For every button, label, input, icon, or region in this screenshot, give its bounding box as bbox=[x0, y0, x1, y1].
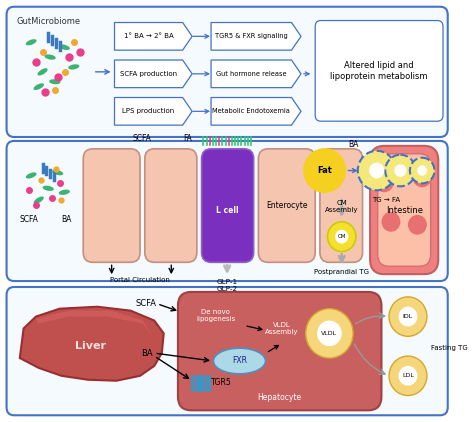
FancyBboxPatch shape bbox=[258, 149, 315, 262]
Circle shape bbox=[385, 155, 416, 187]
Circle shape bbox=[389, 297, 427, 336]
FancyBboxPatch shape bbox=[370, 146, 438, 274]
Circle shape bbox=[413, 168, 432, 187]
Polygon shape bbox=[211, 60, 301, 88]
Text: Gut hormone release: Gut hormone release bbox=[216, 71, 287, 77]
Text: Metabolic Endotoxemia: Metabolic Endotoxemia bbox=[212, 108, 290, 114]
FancyBboxPatch shape bbox=[7, 287, 448, 415]
Text: Altered lipid and
lipoprotein metabolism: Altered lipid and lipoprotein metabolism bbox=[330, 61, 428, 81]
Text: BA: BA bbox=[141, 349, 152, 357]
Circle shape bbox=[304, 149, 346, 192]
Text: De novo
lipogenesis: De novo lipogenesis bbox=[196, 309, 236, 322]
Ellipse shape bbox=[59, 44, 70, 50]
Polygon shape bbox=[115, 22, 192, 50]
Text: Portal Circulation: Portal Circulation bbox=[110, 277, 170, 283]
Text: CM
Assembly: CM Assembly bbox=[325, 200, 358, 213]
Ellipse shape bbox=[59, 189, 70, 195]
Text: Liver: Liver bbox=[75, 341, 106, 351]
FancyBboxPatch shape bbox=[145, 149, 197, 262]
Circle shape bbox=[382, 212, 401, 232]
Ellipse shape bbox=[26, 173, 36, 179]
Circle shape bbox=[410, 158, 435, 184]
Ellipse shape bbox=[43, 186, 54, 191]
Ellipse shape bbox=[34, 83, 44, 90]
Circle shape bbox=[358, 151, 396, 190]
Circle shape bbox=[328, 222, 356, 252]
Text: FA: FA bbox=[183, 134, 192, 143]
Circle shape bbox=[408, 215, 427, 235]
Text: TGR5: TGR5 bbox=[211, 378, 232, 387]
Ellipse shape bbox=[68, 64, 79, 70]
Text: GLP-1
GLP-2: GLP-1 GLP-2 bbox=[217, 279, 238, 292]
Circle shape bbox=[375, 173, 394, 192]
Text: Hepatocyte: Hepatocyte bbox=[258, 393, 302, 403]
Ellipse shape bbox=[45, 54, 56, 60]
Circle shape bbox=[335, 230, 348, 243]
FancyBboxPatch shape bbox=[315, 21, 443, 121]
Circle shape bbox=[306, 309, 353, 358]
Ellipse shape bbox=[49, 79, 61, 84]
Text: Fat: Fat bbox=[317, 166, 332, 175]
Polygon shape bbox=[211, 22, 301, 50]
FancyBboxPatch shape bbox=[83, 149, 140, 262]
Polygon shape bbox=[115, 97, 192, 125]
Text: IDL: IDL bbox=[403, 314, 413, 319]
Polygon shape bbox=[115, 60, 192, 88]
Circle shape bbox=[317, 321, 342, 346]
Polygon shape bbox=[211, 97, 301, 125]
FancyBboxPatch shape bbox=[378, 154, 431, 266]
Circle shape bbox=[389, 356, 427, 395]
Text: SCFA production: SCFA production bbox=[120, 71, 177, 77]
Text: 1° BA → 2° BA: 1° BA → 2° BA bbox=[124, 33, 173, 39]
Text: TG → FA: TG → FA bbox=[372, 197, 400, 203]
FancyBboxPatch shape bbox=[201, 149, 254, 262]
FancyBboxPatch shape bbox=[320, 149, 363, 262]
Circle shape bbox=[399, 307, 418, 327]
Text: CM: CM bbox=[337, 234, 346, 239]
Ellipse shape bbox=[52, 170, 63, 176]
Circle shape bbox=[394, 164, 407, 177]
Circle shape bbox=[399, 366, 418, 386]
Text: SCFA: SCFA bbox=[135, 299, 156, 308]
Text: LDL: LDL bbox=[402, 373, 414, 378]
Text: LPS production: LPS production bbox=[122, 108, 175, 114]
Text: TGR5 & FXR signaling: TGR5 & FXR signaling bbox=[215, 33, 288, 39]
Text: VLDL: VLDL bbox=[321, 331, 337, 336]
Ellipse shape bbox=[37, 68, 47, 76]
FancyBboxPatch shape bbox=[178, 292, 382, 410]
Text: Fasting TG: Fasting TG bbox=[431, 345, 467, 351]
Ellipse shape bbox=[213, 348, 265, 374]
FancyBboxPatch shape bbox=[7, 7, 448, 137]
Text: Enterocyte: Enterocyte bbox=[266, 200, 308, 210]
Circle shape bbox=[369, 162, 384, 179]
Text: SCFA: SCFA bbox=[20, 215, 39, 224]
Text: GutMicrobiome: GutMicrobiome bbox=[16, 16, 80, 26]
Text: Postprandial TG: Postprandial TG bbox=[314, 269, 369, 275]
Text: BA: BA bbox=[62, 215, 72, 224]
Text: L cell: L cell bbox=[216, 206, 238, 214]
Ellipse shape bbox=[34, 197, 44, 204]
Polygon shape bbox=[20, 307, 164, 381]
Text: FXR: FXR bbox=[232, 357, 247, 365]
Text: BA: BA bbox=[348, 140, 358, 149]
Polygon shape bbox=[36, 311, 152, 336]
Text: SCFA: SCFA bbox=[133, 134, 151, 143]
Ellipse shape bbox=[26, 39, 36, 45]
Text: Intestine: Intestine bbox=[386, 206, 423, 214]
FancyBboxPatch shape bbox=[7, 141, 448, 281]
Circle shape bbox=[417, 165, 427, 176]
Text: VLDL
Assembly: VLDL Assembly bbox=[265, 322, 299, 335]
